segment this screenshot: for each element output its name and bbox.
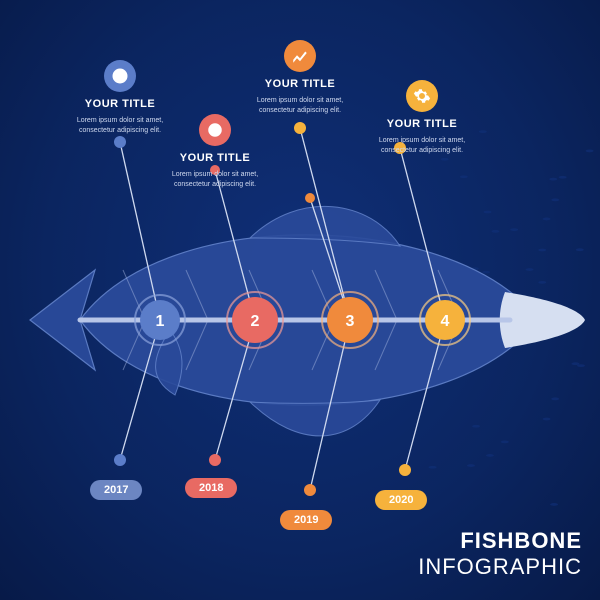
year-pill: 2017 <box>90 480 142 500</box>
bg-fish <box>429 466 437 469</box>
section-body: Lorem ipsum dolor sit amet, consectetur … <box>65 116 175 136</box>
section-body: Lorem ipsum dolor sit amet, consectetur … <box>160 170 270 190</box>
section-body: Lorem ipsum dolor sit amet, consectetur … <box>367 136 477 156</box>
bottom-bone-dot <box>114 454 126 466</box>
bg-fish <box>549 178 557 181</box>
top-bone-dot <box>114 136 126 148</box>
fishbone-infographic: 1 2 3 4 YOUR TITLE Lorem ipsum dolor sit amet… <box>0 0 600 600</box>
bg-fish <box>543 218 551 221</box>
bg-fish <box>538 249 546 252</box>
bottom-bone-dot <box>399 464 411 476</box>
pie-icon <box>104 60 136 92</box>
section-title: YOUR TITLE <box>160 152 270 164</box>
bg-fish <box>577 364 585 367</box>
target-icon <box>199 114 231 146</box>
bg-fish <box>586 150 594 153</box>
gear-icon <box>406 80 438 112</box>
section-body: Lorem ipsum dolor sit amet, consectetur … <box>245 96 355 116</box>
bg-fish <box>510 228 518 231</box>
top-bone-dot <box>305 193 315 203</box>
bg-fish <box>484 211 492 214</box>
year-pill: 2019 <box>280 510 332 530</box>
bg-fish <box>479 130 487 133</box>
bg-fish <box>550 503 558 506</box>
bg-fish <box>467 464 475 467</box>
bg-fish <box>486 454 494 457</box>
bottom-bone-dot <box>209 454 221 466</box>
bg-fish <box>482 271 490 274</box>
section-title: YOUR TITLE <box>65 98 175 110</box>
top-bone-dot <box>294 122 306 134</box>
section-title: YOUR TITLE <box>245 78 355 90</box>
bg-fish <box>526 268 534 271</box>
spine-node-number: 3 <box>346 313 355 330</box>
spine-node-number: 1 <box>156 313 165 330</box>
spine-node-number: 2 <box>251 313 260 330</box>
fish-head <box>500 292 585 348</box>
footer-line2: INFOGRAPHIC <box>418 554 582 580</box>
section-title: YOUR TITLE <box>367 118 477 130</box>
bg-fish <box>551 198 559 201</box>
bg-fish <box>551 397 559 400</box>
bg-fish <box>441 158 449 161</box>
bg-fish <box>491 230 499 233</box>
footer-title: FISHBONEINFOGRAPHIC <box>418 528 582 580</box>
bg-fish <box>460 175 468 178</box>
bg-fish <box>538 281 546 284</box>
chart-icon <box>284 40 316 72</box>
bg-fish <box>559 176 567 179</box>
footer-line1: FISHBONE <box>418 528 582 554</box>
bg-fish <box>501 440 509 443</box>
bg-fish <box>543 418 551 421</box>
bg-fish <box>472 425 480 428</box>
year-pill: 2020 <box>375 490 427 510</box>
spine-node-number: 4 <box>441 313 450 330</box>
year-pill: 2018 <box>185 478 237 498</box>
bg-fish <box>576 248 584 251</box>
bottom-bone-dot <box>304 484 316 496</box>
